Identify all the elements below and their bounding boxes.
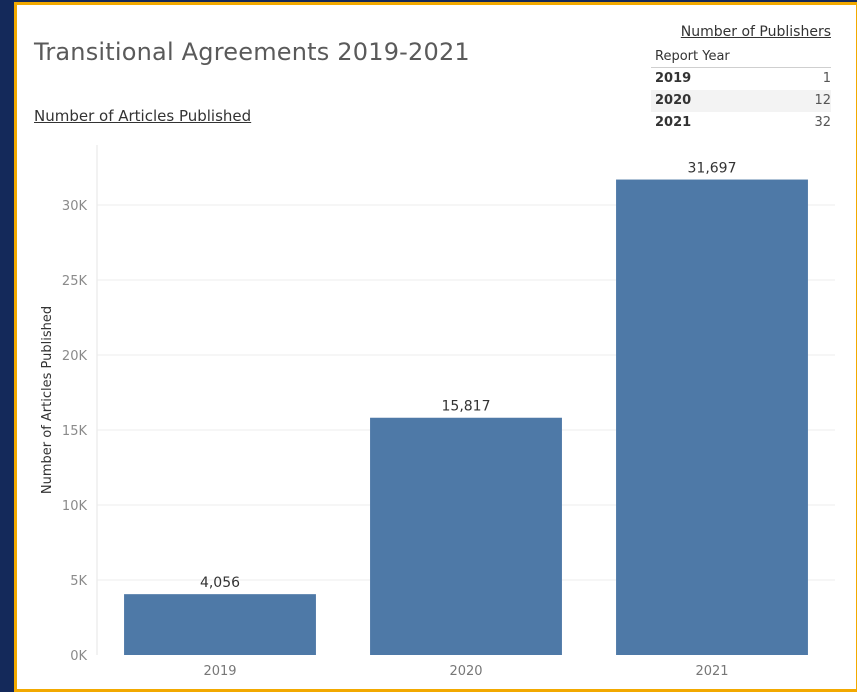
y-tick-label: 30K: [62, 199, 88, 214]
publishers-row[interactable]: 2019 1: [651, 68, 831, 90]
x-tick-label: 2021: [695, 664, 728, 679]
publishers-row-count: 12: [814, 93, 831, 109]
publishers-row-count: 1: [822, 71, 831, 87]
y-tick-label: 5K: [70, 574, 87, 589]
publishers-table: Number of Publishers Report Year 2019 1 …: [651, 24, 831, 134]
y-tick-label: 0K: [70, 649, 87, 664]
bar-data-label: 15,817: [442, 399, 491, 415]
publishers-column-header[interactable]: Report Year: [651, 48, 831, 69]
publishers-row-year: 2021: [655, 115, 692, 131]
bar-data-label: 31,697: [688, 161, 737, 177]
publishers-row-year: 2019: [655, 71, 692, 87]
y-tick-label: 20K: [62, 349, 88, 364]
y-axis-title: Number of Articles Published: [40, 306, 55, 494]
publishers-row[interactable]: 2020 12: [651, 90, 831, 113]
chart-title[interactable]: Number of Articles Published: [34, 107, 252, 125]
publishers-row-year: 2020: [655, 93, 692, 109]
y-tick-label: 15K: [62, 424, 88, 439]
publishers-row[interactable]: 2021 32: [651, 112, 831, 134]
publishers-row-count: 32: [814, 115, 831, 131]
bar[interactable]: [616, 179, 808, 656]
dashboard-frame: Transitional Agreements 2019-2021 Number…: [14, 2, 857, 692]
x-tick-label: 2019: [203, 664, 236, 679]
y-tick-label: 25K: [62, 274, 88, 289]
bar-chart: 0K 5K 10K 15K 20K 25K 30K Number of Articles Pu…: [40, 145, 835, 679]
publishers-title[interactable]: Number of Publishers: [680, 24, 831, 40]
bar[interactable]: [370, 417, 562, 655]
dashboard-title: Transitional Agreements 2019-2021: [34, 38, 470, 66]
x-tick-label: 2020: [449, 664, 482, 679]
bar-data-label: 4,056: [200, 575, 240, 591]
y-tick-label: 10K: [62, 499, 88, 514]
bar[interactable]: [124, 594, 316, 655]
